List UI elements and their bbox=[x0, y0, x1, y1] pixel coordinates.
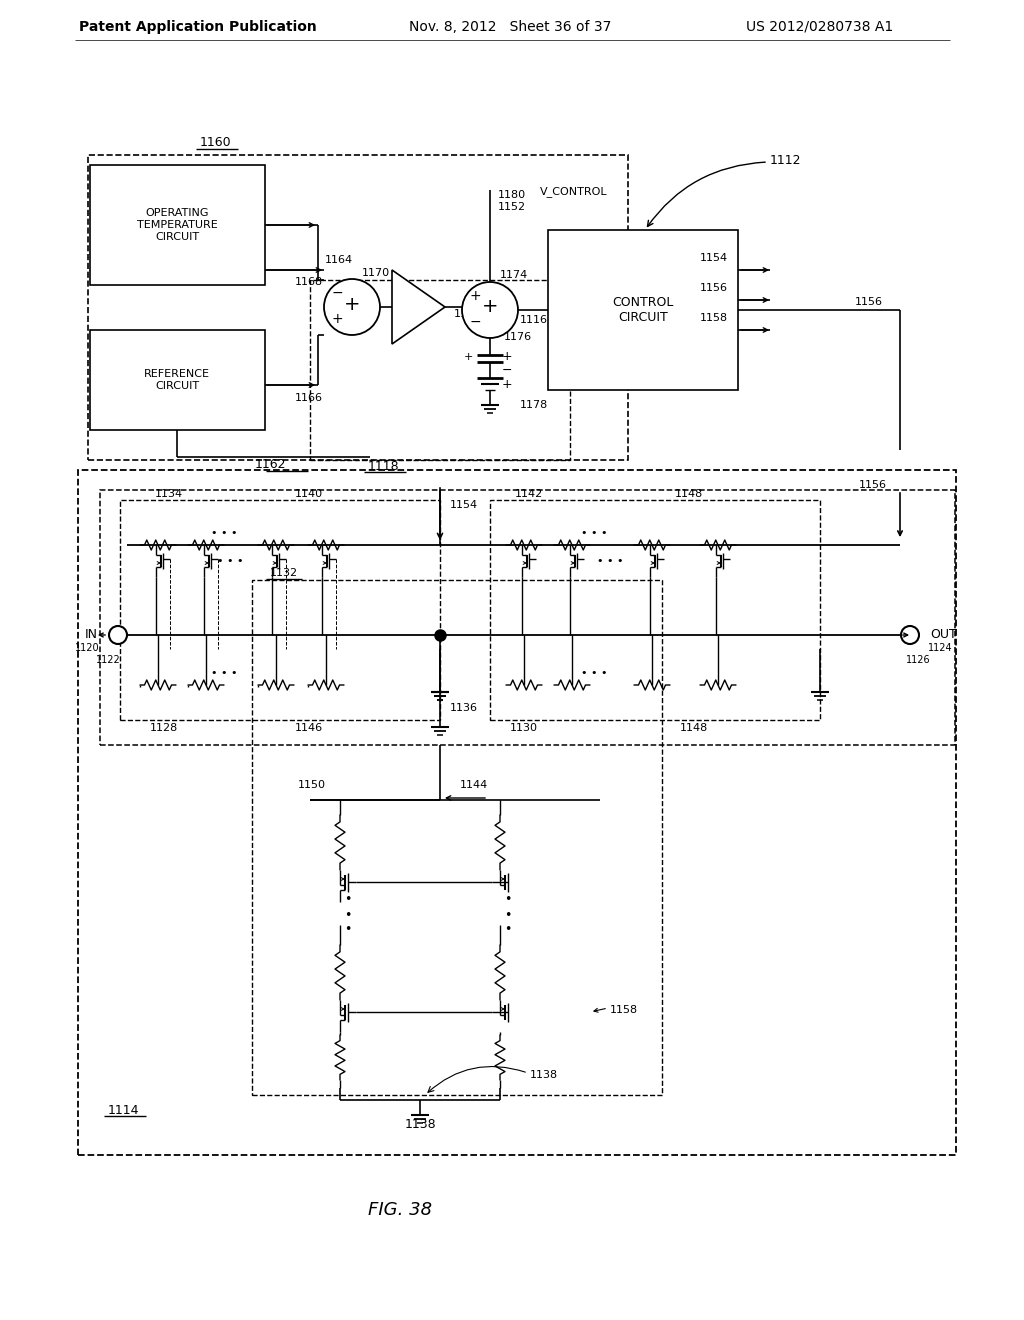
Text: 1170: 1170 bbox=[362, 268, 390, 279]
Text: 1164: 1164 bbox=[325, 255, 353, 265]
Circle shape bbox=[462, 282, 518, 338]
Text: 1144: 1144 bbox=[460, 780, 488, 789]
Bar bbox=[90, 165, 265, 285]
Text: 1116: 1116 bbox=[520, 315, 548, 325]
Text: 1148: 1148 bbox=[675, 488, 703, 499]
Bar bbox=[548, 230, 738, 389]
Text: 1130: 1130 bbox=[510, 723, 538, 733]
Text: 1148: 1148 bbox=[680, 723, 709, 733]
Text: 1178: 1178 bbox=[520, 400, 548, 411]
Bar bbox=[100, 490, 955, 744]
Text: −: − bbox=[331, 286, 343, 300]
Text: • • •: • • • bbox=[597, 556, 624, 566]
Text: 1124: 1124 bbox=[928, 643, 952, 653]
Text: +: + bbox=[469, 289, 481, 304]
Bar bbox=[90, 330, 265, 430]
Text: 1158: 1158 bbox=[610, 1005, 638, 1015]
Text: 1162: 1162 bbox=[254, 458, 286, 471]
Text: +: + bbox=[344, 294, 360, 314]
Text: 1114: 1114 bbox=[108, 1104, 139, 1117]
Text: OUT: OUT bbox=[930, 628, 956, 642]
Text: • • •: • • • bbox=[581, 528, 607, 539]
Text: 1142: 1142 bbox=[515, 488, 544, 499]
Text: 1120: 1120 bbox=[76, 643, 100, 653]
Text: 1136: 1136 bbox=[450, 704, 478, 713]
Text: FIG. 38: FIG. 38 bbox=[368, 1201, 432, 1218]
Text: 1176: 1176 bbox=[504, 333, 532, 342]
Text: 1134: 1134 bbox=[155, 488, 183, 499]
Text: 1168: 1168 bbox=[295, 277, 324, 286]
Text: 1128: 1128 bbox=[150, 723, 178, 733]
Text: 1118: 1118 bbox=[368, 459, 399, 473]
Text: 1180: 1180 bbox=[498, 190, 526, 201]
Text: 1156: 1156 bbox=[859, 480, 887, 490]
Text: 1154: 1154 bbox=[450, 500, 478, 510]
Bar bbox=[78, 470, 956, 1155]
Text: 1122: 1122 bbox=[95, 655, 121, 665]
Circle shape bbox=[324, 279, 380, 335]
Text: 1112: 1112 bbox=[770, 153, 802, 166]
Polygon shape bbox=[392, 271, 445, 345]
Text: Patent Application Publication: Patent Application Publication bbox=[79, 20, 316, 34]
Text: OPERATING
TEMPERATURE
CIRCUIT: OPERATING TEMPERATURE CIRCUIT bbox=[136, 209, 217, 242]
Text: +: + bbox=[502, 351, 512, 363]
Text: +: + bbox=[502, 378, 512, 391]
Text: •
•
•: • • • bbox=[344, 894, 351, 936]
Text: +: + bbox=[331, 312, 343, 326]
Text: 1172: 1172 bbox=[454, 309, 482, 319]
Text: 1174: 1174 bbox=[500, 271, 528, 280]
Text: 1152: 1152 bbox=[498, 202, 526, 213]
Text: 1150: 1150 bbox=[298, 780, 326, 789]
Bar bbox=[310, 280, 570, 459]
Text: 1138: 1138 bbox=[404, 1118, 436, 1130]
Text: CONTROL
CIRCUIT: CONTROL CIRCUIT bbox=[612, 296, 674, 323]
Text: −: − bbox=[502, 363, 512, 376]
Text: V_CONTROL: V_CONTROL bbox=[540, 186, 607, 198]
Text: 1126: 1126 bbox=[905, 655, 931, 665]
Text: 1146: 1146 bbox=[295, 723, 324, 733]
Text: −: − bbox=[469, 315, 481, 329]
Bar bbox=[88, 154, 628, 459]
Bar bbox=[120, 500, 440, 719]
Text: 1132: 1132 bbox=[270, 568, 298, 578]
Text: 1140: 1140 bbox=[295, 488, 324, 499]
Text: Nov. 8, 2012   Sheet 36 of 37: Nov. 8, 2012 Sheet 36 of 37 bbox=[409, 20, 611, 34]
Circle shape bbox=[901, 626, 919, 644]
Text: +: + bbox=[481, 297, 499, 317]
Bar bbox=[252, 579, 662, 1096]
Text: •
•
•: • • • bbox=[504, 894, 512, 936]
Text: US 2012/0280738 A1: US 2012/0280738 A1 bbox=[746, 20, 894, 34]
Text: 1156: 1156 bbox=[700, 282, 728, 293]
Text: IN: IN bbox=[85, 628, 98, 642]
Text: +: + bbox=[463, 352, 473, 362]
Text: 1138: 1138 bbox=[530, 1071, 558, 1080]
Text: • • •: • • • bbox=[217, 556, 244, 566]
Text: REFERENCE
CIRCUIT: REFERENCE CIRCUIT bbox=[144, 370, 210, 391]
Circle shape bbox=[109, 626, 127, 644]
Text: • • •: • • • bbox=[211, 528, 238, 539]
Text: 1160: 1160 bbox=[200, 136, 231, 149]
Text: • • •: • • • bbox=[211, 668, 238, 678]
Text: 1158: 1158 bbox=[699, 313, 728, 323]
Text: 1166: 1166 bbox=[295, 393, 323, 403]
Text: • • •: • • • bbox=[581, 668, 607, 678]
Text: 1156: 1156 bbox=[855, 297, 883, 308]
Bar bbox=[490, 500, 820, 719]
Text: 1154: 1154 bbox=[699, 253, 728, 263]
